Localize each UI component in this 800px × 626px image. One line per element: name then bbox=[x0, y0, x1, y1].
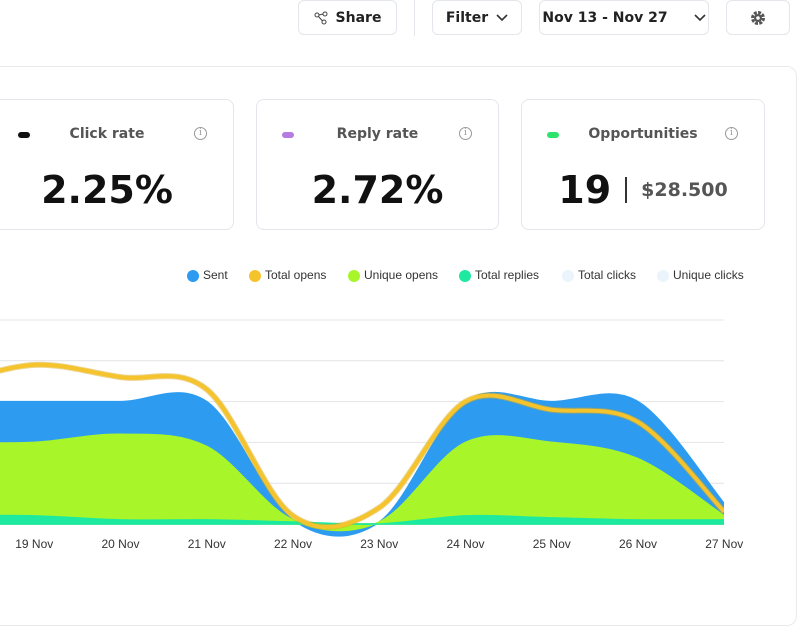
x-tick-label: 20 Nov bbox=[101, 537, 139, 551]
stat-marker bbox=[547, 132, 559, 138]
legend-dot bbox=[348, 270, 360, 282]
legend-dot bbox=[657, 270, 669, 282]
settings-button[interactable] bbox=[726, 0, 790, 35]
divider bbox=[414, 0, 415, 36]
stat-marker bbox=[18, 132, 30, 138]
x-tick-label: 23 Nov bbox=[360, 537, 398, 551]
stat-value: 19 $28.500 bbox=[522, 168, 764, 212]
x-tick-label: 21 Nov bbox=[188, 537, 226, 551]
info-icon: i bbox=[725, 127, 738, 140]
stat-card: Reply rate i 2.72% bbox=[256, 99, 499, 230]
legend-dot bbox=[187, 270, 199, 282]
legend-label: Total clicks bbox=[578, 268, 636, 282]
legend-label: Total opens bbox=[265, 268, 326, 282]
filter-label: Filter bbox=[445, 9, 489, 26]
x-tick-label: 24 Nov bbox=[446, 537, 484, 551]
chevron bbox=[694, 13, 706, 21]
plot bbox=[0, 361, 724, 537]
legend-dot bbox=[562, 270, 574, 282]
share-button[interactable]: Share bbox=[298, 0, 397, 35]
series-area bbox=[0, 433, 724, 532]
x-tick-label: 26 Nov bbox=[619, 537, 657, 551]
legend-label: Unique opens bbox=[364, 268, 438, 282]
legend-label: Unique clicks bbox=[673, 268, 744, 282]
x-tick-label: 19 Nov bbox=[15, 537, 53, 551]
filter-button[interactable]: Filter bbox=[432, 0, 522, 35]
legend-label: Sent bbox=[203, 268, 228, 282]
stat-card: Opportunities i 19 $28.500 bbox=[521, 99, 765, 230]
stat-label: Click rate bbox=[69, 126, 145, 142]
chevron bbox=[496, 13, 508, 21]
x-tick-label: 25 Nov bbox=[533, 537, 571, 551]
x-tick-label: 22 Nov bbox=[274, 537, 312, 551]
date-range-button[interactable]: Nov 13 - Nov 27 bbox=[539, 0, 709, 35]
date-range-label: Nov 13 - Nov 27 bbox=[542, 9, 668, 26]
stat-value: 19 bbox=[558, 168, 612, 212]
info-icon: i bbox=[194, 127, 207, 140]
chart: 19 Nov 20 Nov 21 Nov 22 Nov 23 Nov 24 Nov 25 N… bbox=[0, 268, 744, 551]
stat-value: 2.72% bbox=[311, 168, 444, 212]
info-icon: i bbox=[459, 127, 472, 140]
stat-marker bbox=[282, 132, 294, 138]
stat-extra: $28.500 bbox=[641, 179, 728, 201]
series-line bbox=[0, 362, 724, 529]
gear-icon bbox=[751, 10, 765, 25]
share-icon bbox=[314, 11, 328, 24]
legend-dot bbox=[249, 270, 261, 282]
x-tick-label: 27 Nov bbox=[705, 537, 743, 551]
stat-card: Click rate i 2.25% bbox=[0, 99, 234, 230]
stat-label: Reply rate bbox=[336, 126, 419, 142]
share-label: Share bbox=[335, 9, 382, 26]
separator bbox=[625, 177, 628, 203]
legend-label: Total replies bbox=[475, 268, 539, 282]
stat-value: 2.25% bbox=[41, 168, 173, 212]
legend-dot bbox=[459, 270, 471, 282]
stat-label: Opportunities bbox=[588, 126, 698, 142]
